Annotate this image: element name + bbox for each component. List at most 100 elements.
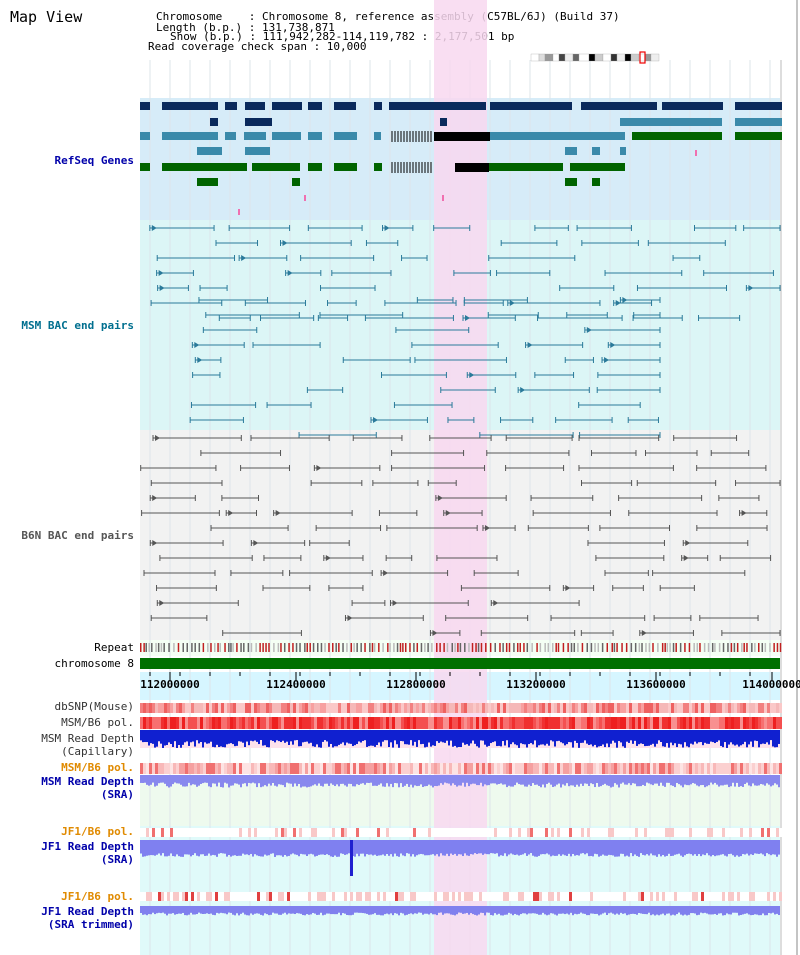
depth-bar <box>704 906 706 913</box>
repeat-element <box>250 643 253 652</box>
gene-exon <box>244 132 266 140</box>
heat-cell <box>650 892 653 901</box>
heat-cell <box>659 703 662 713</box>
depth-bar <box>354 730 356 746</box>
depth-bar <box>422 906 424 915</box>
depth-bar <box>768 840 770 855</box>
depth-bar <box>320 730 322 748</box>
depth-bar <box>368 775 370 784</box>
depth-bar <box>262 730 264 746</box>
heat-cell <box>212 703 215 713</box>
heat-cell <box>296 763 299 774</box>
heat-cell <box>275 763 278 774</box>
depth-bar <box>500 906 502 916</box>
depth-bar <box>312 906 314 913</box>
depth-bar <box>314 840 316 857</box>
depth-bar <box>660 840 662 857</box>
depth-bar <box>776 840 778 857</box>
depth-bar <box>598 775 600 787</box>
repeat-element <box>699 643 701 652</box>
depth-bar <box>652 775 654 786</box>
heat-cell <box>686 828 689 837</box>
depth-bar <box>644 840 646 856</box>
depth-bar <box>468 840 470 856</box>
heat-cell <box>752 763 755 774</box>
depth-bar <box>656 775 658 784</box>
heat-cell <box>305 717 308 729</box>
depth-bar <box>214 840 216 856</box>
depth-bar <box>468 730 470 746</box>
depth-bar <box>170 775 172 787</box>
heat-cell <box>692 717 695 729</box>
heat-cell <box>560 763 563 774</box>
gene-exon <box>225 132 236 140</box>
depth-bar <box>666 775 668 783</box>
heat-cell <box>629 717 632 729</box>
depth-bar <box>292 906 294 914</box>
depth-bar <box>288 730 290 746</box>
heat-cell <box>299 828 302 837</box>
depth-bar <box>396 775 398 784</box>
heat-cell <box>152 763 155 774</box>
depth-bar <box>576 775 578 785</box>
depth-bar <box>202 906 204 914</box>
repeat-element <box>661 643 664 652</box>
heat-cell <box>482 763 485 774</box>
heat-cell <box>293 717 296 729</box>
depth-bar <box>494 730 496 742</box>
heat-cell <box>749 828 752 837</box>
heat-cell <box>749 703 752 713</box>
depth-bar <box>154 906 156 915</box>
depth-bar <box>520 730 522 744</box>
depth-bar <box>506 730 508 741</box>
heat-cell <box>176 717 179 729</box>
heat-cell <box>257 828 260 837</box>
bac-end-arrow <box>152 495 158 501</box>
heat-cell <box>143 703 146 713</box>
heat-cell <box>326 763 329 774</box>
depth-bar <box>662 906 664 914</box>
repeat-element <box>207 643 209 652</box>
depth-bar <box>678 906 680 913</box>
depth-bar <box>328 906 330 914</box>
heat-cell <box>389 892 392 901</box>
depth-bar <box>272 840 274 854</box>
depth-bar <box>668 906 670 914</box>
heat-cell <box>353 892 356 901</box>
depth-bar <box>616 730 618 748</box>
depth-bar <box>450 775 452 786</box>
depth-bar <box>548 906 550 915</box>
depth-bar <box>214 775 216 784</box>
depth-bar <box>384 775 386 787</box>
refseq-genes-label[interactable]: RefSeq Genes <box>54 154 134 167</box>
heat-cell <box>737 892 740 901</box>
depth-bar <box>580 775 582 784</box>
depth-bar <box>206 906 208 914</box>
repeat-element <box>722 643 725 652</box>
heat-cell <box>236 892 239 901</box>
depth-bar <box>430 840 432 855</box>
depth-bar <box>306 840 308 857</box>
depth-bar <box>244 730 246 748</box>
depth-bar <box>280 840 282 856</box>
depth-bar <box>376 730 378 745</box>
heat-cell <box>386 763 389 774</box>
b6n-bac-label[interactable]: B6N BAC end pairs <box>21 529 134 542</box>
heat-cell <box>674 828 677 837</box>
depth-bar <box>658 775 660 786</box>
heat-cell <box>575 828 578 837</box>
heat-cell <box>659 828 662 837</box>
depth-bar <box>348 730 350 744</box>
heat-cell <box>632 703 635 713</box>
bac-end-arrow <box>316 465 322 471</box>
heat-cell <box>434 828 437 837</box>
depth-bar <box>308 906 310 915</box>
depth-bar <box>258 840 260 857</box>
depth-bar <box>146 730 148 743</box>
depth-bar <box>454 906 456 916</box>
msm-bac-label[interactable]: MSM BAC end pairs <box>21 319 134 332</box>
depth-bar <box>374 730 376 747</box>
heat-cell <box>281 892 284 901</box>
heat-cell <box>620 763 623 774</box>
